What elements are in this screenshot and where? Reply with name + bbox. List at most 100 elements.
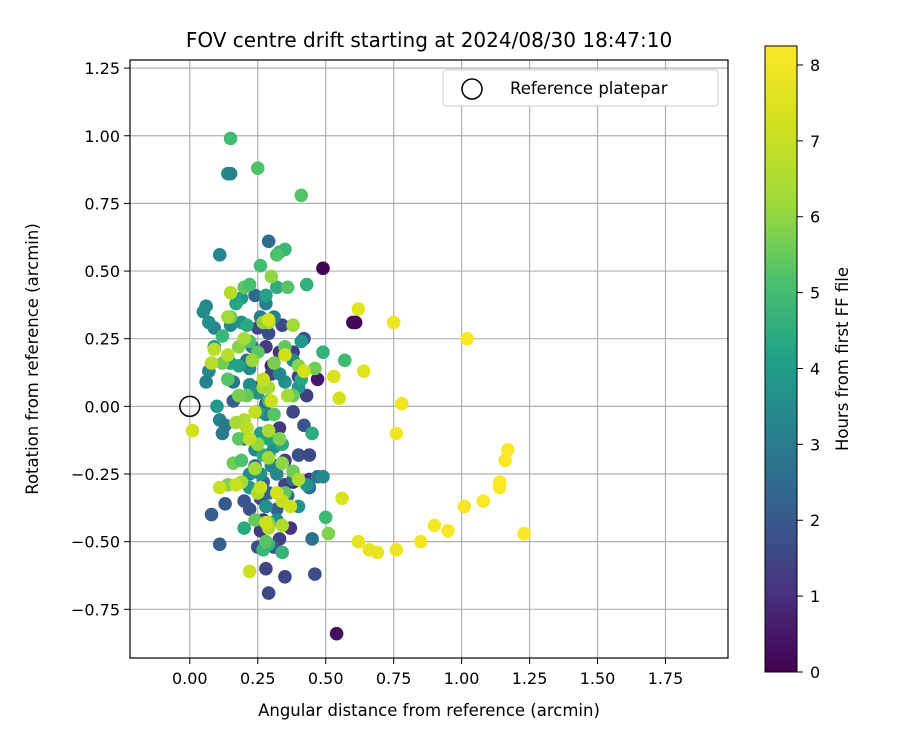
scatter-point [253,480,268,495]
y-axis-title: Rotation from reference (arcmin) [23,223,42,495]
scatter-point [207,342,222,357]
scatter-point [218,418,232,433]
chart-title: FOV centre drift starting at 2024/08/30 … [186,28,672,52]
y-tick-label: −0.25 [71,465,120,484]
scatter-point [427,518,442,533]
scatter-point [386,315,401,330]
scatter-point [223,285,238,300]
y-axis: −0.75 −0.50 −0.25 0.00 0.25 0.50 0.75 1.00 1.25 [71,59,130,619]
scatter-point [308,361,322,376]
legend: Reference platepar [442,69,719,107]
grid [130,60,728,658]
scatter-point [261,423,276,438]
scatter-point [256,372,270,387]
scatter-point [248,461,262,476]
scatter-point [308,567,322,581]
scatter-point [261,326,276,341]
legend-label: Reference platepar [510,79,668,98]
scatter-point [316,469,330,484]
colorbar [764,45,798,673]
scatter-point [250,161,265,176]
colorbar-tick-label: 3 [810,435,820,454]
scatter-point [261,450,276,465]
scatter-point [259,515,273,530]
scatter-point [229,478,243,492]
scatter-point [389,542,404,557]
scatter-point [492,480,507,495]
scatter-point [240,421,254,435]
data-points [185,131,531,641]
scatter-point [261,312,276,327]
scatter-point [299,277,314,292]
scatter-point [267,356,281,370]
scatter-point [272,421,287,435]
scatter-point [278,570,292,584]
scatter-point [286,404,300,419]
scatter-point [267,407,281,422]
legend-marker-icon [461,78,483,100]
scatter-point [212,248,227,262]
scatter-point [501,442,515,457]
x-tick-label: 0.25 [240,669,276,688]
scatter-point [240,318,254,332]
scatter-point [223,166,238,181]
scatter-point [204,356,219,370]
scatter-point [310,372,325,387]
scatter-point [242,564,257,579]
scatter-point [261,586,276,600]
x-tick-label: 0.50 [308,669,344,688]
scatter-point [202,315,216,330]
scatter-point [498,453,512,468]
colorbar-ticks: 0 1 2 3 4 5 6 7 8 [797,56,820,682]
scatter-point [476,494,491,508]
scatter-point [332,391,347,406]
x-axis: 0.00 0.25 0.50 0.75 1.00 1.25 1.50 1.75 [172,658,683,688]
scatter-point [275,456,290,470]
scatter-point [414,534,428,549]
scatter-point [280,280,295,295]
scatter-point [264,269,279,284]
scatter-point [242,432,257,446]
scatter-point [283,499,298,514]
scatter-point [275,518,290,533]
scatter-point [259,534,273,549]
scatter-point [457,499,472,514]
scatter-point [237,521,251,535]
scatter-point [294,334,309,349]
scatter-point [269,486,284,500]
scatter-point [356,364,371,378]
scatter-point [351,302,366,316]
scatter-point [221,372,235,387]
scatter-point [223,131,238,146]
scatter-point [234,453,249,468]
scatter-point [264,394,279,408]
y-tick-label: −0.50 [71,533,120,552]
scatter-point [351,534,366,549]
x-tick-label: 0.75 [376,669,412,688]
scatter-point [261,234,276,249]
scatter-point [305,426,319,441]
scatter-point [212,480,227,495]
scatter-point [441,524,455,538]
scatter-point [272,432,287,446]
scatter-point [316,345,330,360]
scatter-point [272,367,287,381]
scatter-point [212,537,227,552]
scatter-point [297,364,311,378]
scatter-point [245,353,260,368]
scatter-point [215,329,230,343]
x-tick-label: 0.00 [172,669,208,688]
colorbar-tick-label: 8 [810,56,820,75]
y-tick-label: −0.75 [71,600,120,619]
colorbar-tick-label: 7 [810,132,820,151]
colorbar-tick-label: 0 [810,663,820,682]
colorbar-tick-label: 6 [810,208,820,227]
x-tick-label: 1.25 [512,669,548,688]
scatter-point [248,513,262,527]
scatter-point [395,396,409,411]
colorbar-tick-label: 4 [810,359,820,378]
legend-box [442,69,719,107]
y-tick-label: 0.00 [84,397,120,416]
x-tick-label: 1.50 [580,669,616,688]
